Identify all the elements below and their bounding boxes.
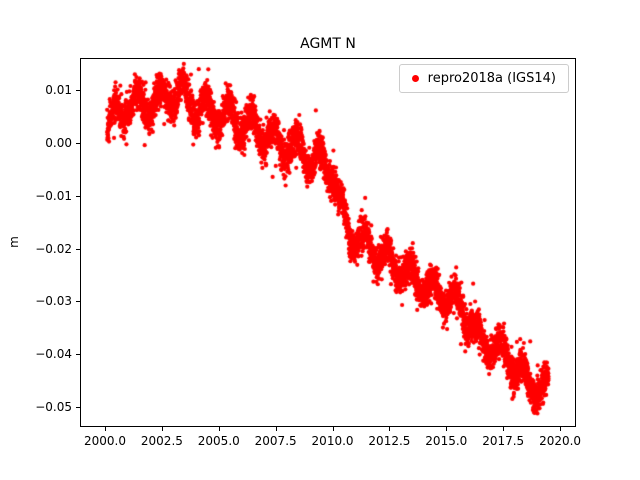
y-tick-label: 0.00 xyxy=(45,135,72,150)
y-tick-label: 0.01 xyxy=(45,83,72,98)
y-tick-mark xyxy=(76,142,80,144)
y-tick-label: −0.05 xyxy=(35,399,72,414)
x-tick-label: 2017.5 xyxy=(482,434,525,448)
y-tick-label: −0.01 xyxy=(35,188,72,203)
x-tick-mark xyxy=(218,427,220,431)
x-tick-mark xyxy=(446,427,448,431)
y-tick-mark xyxy=(76,354,80,356)
y-tick-mark xyxy=(76,90,80,92)
legend-label: repro2018a (IGS14) xyxy=(427,71,556,86)
legend: repro2018a (IGS14) xyxy=(398,64,569,93)
x-tick-mark xyxy=(389,427,391,431)
y-tick-label: −0.03 xyxy=(35,294,72,309)
x-tick-label: 2020.0 xyxy=(539,434,582,448)
x-tick-mark xyxy=(503,427,505,431)
x-tick-label: 2010.0 xyxy=(311,434,354,448)
x-tick-label: 2000.0 xyxy=(84,434,127,448)
x-tick-label: 2007.5 xyxy=(254,434,297,448)
x-tick-label: 2012.5 xyxy=(368,434,411,448)
plot-area: repro2018a (IGS14) xyxy=(80,58,576,427)
legend-marker-dot-icon xyxy=(411,75,419,82)
y-axis-label: m xyxy=(7,236,21,248)
y-tick-label: −0.04 xyxy=(35,347,72,362)
x-tick-mark xyxy=(105,427,107,431)
y-tick-mark xyxy=(76,248,80,250)
scatter-points-canvas xyxy=(81,59,575,426)
x-tick-label: 2005.0 xyxy=(197,434,240,448)
x-tick-mark xyxy=(560,427,562,431)
y-tick-mark xyxy=(76,301,80,303)
x-tick-mark xyxy=(332,427,334,431)
plot-title: AGMT N xyxy=(300,36,356,52)
y-tick-label: −0.02 xyxy=(35,241,72,256)
x-tick-mark xyxy=(275,427,277,431)
x-tick-label: 2015.0 xyxy=(425,434,468,448)
y-tick-mark xyxy=(76,406,80,408)
y-tick-mark xyxy=(76,195,80,197)
x-tick-label: 2002.5 xyxy=(140,434,183,448)
x-tick-mark xyxy=(161,427,163,431)
